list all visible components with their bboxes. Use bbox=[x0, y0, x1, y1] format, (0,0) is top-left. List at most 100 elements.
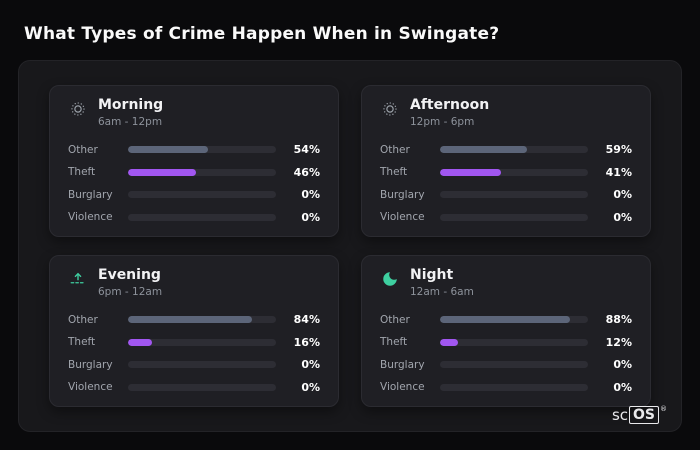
category-label: Burglary bbox=[380, 358, 425, 371]
bar-row: Theft 41% bbox=[380, 166, 632, 179]
logo-text-sc: sc bbox=[611, 406, 629, 424]
bar-track bbox=[440, 316, 588, 323]
bar-track bbox=[128, 191, 276, 199]
card-header: Evening 6pm - 12am bbox=[68, 267, 320, 298]
category-label: Burglary bbox=[68, 188, 113, 201]
bar-fill bbox=[440, 316, 571, 323]
dashboard-panel: Morning 6am - 12pm Other 54% Theft bbox=[18, 60, 682, 432]
period-title: Evening bbox=[98, 267, 161, 283]
bar-track bbox=[440, 191, 588, 199]
bar-row: Theft 16% bbox=[68, 336, 320, 349]
category-label: Violence bbox=[380, 211, 425, 224]
percent-label: 12% bbox=[605, 335, 632, 349]
percent-label: 84% bbox=[293, 313, 320, 326]
sun-icon bbox=[380, 100, 400, 118]
percent-label: 0% bbox=[613, 358, 632, 372]
category-label: Burglary bbox=[380, 188, 425, 201]
bar-track bbox=[440, 213, 588, 221]
sunset-icon bbox=[68, 270, 88, 288]
category-label: Violence bbox=[68, 381, 113, 394]
percent-label: 0% bbox=[301, 188, 320, 202]
bar-track bbox=[128, 168, 276, 176]
bar-row: Burglary 0% bbox=[68, 188, 320, 201]
bar-list: Other 59% Theft 41% Burglary bbox=[380, 137, 632, 224]
percent-label: 16% bbox=[293, 335, 320, 349]
percent-label: 59% bbox=[605, 143, 632, 156]
bar-row: Violence 0% bbox=[68, 381, 320, 394]
registered-mark: ® bbox=[660, 405, 667, 413]
bar-row: Other 54% bbox=[68, 143, 320, 156]
bar-fill bbox=[440, 146, 528, 153]
percent-label: 0% bbox=[613, 210, 632, 224]
percent-label: 0% bbox=[613, 380, 632, 394]
card-heading: Evening 6pm - 12am bbox=[98, 267, 162, 298]
period-title: Night bbox=[410, 267, 454, 283]
period-title: Afternoon bbox=[410, 97, 490, 113]
bar-list: Other 84% Theft 16% Burglary bbox=[68, 307, 320, 394]
bar-row: Burglary 0% bbox=[68, 358, 320, 371]
period-card-grid: Morning 6am - 12pm Other 54% Theft bbox=[19, 61, 681, 431]
card-heading: Night 12am - 6am bbox=[410, 267, 474, 298]
bar-track bbox=[128, 316, 276, 323]
bar-row: Burglary 0% bbox=[380, 188, 632, 201]
period-card-evening: Evening 6pm - 12am Other 84% Theft bbox=[49, 255, 339, 407]
bar-row: Burglary 0% bbox=[380, 358, 632, 371]
card-heading: Morning 6am - 12pm bbox=[98, 97, 163, 128]
period-card-night: Night 12am - 6am Other 88% Theft bbox=[361, 255, 651, 407]
period-time-range: 6pm - 12am bbox=[98, 286, 163, 298]
scos-logo: sc OS ® bbox=[612, 406, 667, 424]
category-label: Other bbox=[68, 143, 98, 156]
bar-row: Theft 12% bbox=[380, 336, 632, 349]
period-card-morning: Morning 6am - 12pm Other 54% Theft bbox=[49, 85, 339, 237]
category-label: Theft bbox=[380, 336, 408, 349]
bar-row: Other 84% bbox=[68, 313, 320, 326]
category-label: Burglary bbox=[68, 358, 113, 371]
bar-track bbox=[128, 146, 276, 153]
category-label: Violence bbox=[380, 381, 425, 394]
moon-icon bbox=[380, 270, 400, 288]
bar-fill bbox=[128, 316, 253, 323]
percent-label: 0% bbox=[301, 210, 320, 224]
category-label: Theft bbox=[68, 336, 96, 349]
bar-fill bbox=[128, 168, 197, 176]
bar-fill bbox=[128, 146, 208, 153]
bar-list: Other 88% Theft 12% Burglary bbox=[380, 307, 632, 394]
card-header: Night 12am - 6am bbox=[380, 267, 632, 298]
bar-row: Violence 0% bbox=[380, 381, 632, 394]
bar-track bbox=[128, 213, 276, 221]
category-label: Other bbox=[68, 313, 98, 326]
bar-row: Violence 0% bbox=[68, 211, 320, 224]
percent-label: 41% bbox=[605, 165, 632, 179]
category-label: Theft bbox=[380, 166, 408, 179]
category-label: Violence bbox=[68, 211, 113, 224]
card-header: Morning 6am - 12pm bbox=[68, 97, 320, 128]
bar-row: Other 59% bbox=[380, 143, 632, 156]
bar-track bbox=[440, 383, 588, 391]
percent-label: 46% bbox=[293, 165, 320, 179]
bar-fill bbox=[440, 168, 501, 176]
page-title: What Types of Crime Happen When in Swing… bbox=[24, 24, 500, 44]
bar-track bbox=[440, 361, 588, 369]
bar-row: Other 88% bbox=[380, 313, 632, 326]
sun-icon bbox=[68, 100, 88, 118]
percent-label: 0% bbox=[613, 188, 632, 202]
percent-label: 88% bbox=[605, 313, 632, 326]
bar-track bbox=[440, 168, 588, 176]
bar-track bbox=[440, 338, 588, 346]
percent-label: 54% bbox=[293, 143, 320, 156]
percent-label: 0% bbox=[301, 380, 320, 394]
bar-track bbox=[128, 338, 276, 346]
percent-label: 0% bbox=[301, 358, 320, 372]
bar-row: Theft 46% bbox=[68, 166, 320, 179]
category-label: Other bbox=[380, 143, 410, 156]
bar-fill bbox=[128, 338, 152, 346]
category-label: Other bbox=[380, 313, 410, 326]
card-header: Afternoon 12pm - 6pm bbox=[380, 97, 632, 128]
period-title: Morning bbox=[98, 97, 164, 113]
bar-track bbox=[128, 361, 276, 369]
logo-text-os: OS bbox=[629, 406, 659, 424]
bar-list: Other 54% Theft 46% Burglary bbox=[68, 137, 320, 224]
category-label: Theft bbox=[68, 166, 96, 179]
period-time-range: 12pm - 6pm bbox=[410, 116, 475, 128]
period-time-range: 6am - 12pm bbox=[98, 116, 163, 128]
